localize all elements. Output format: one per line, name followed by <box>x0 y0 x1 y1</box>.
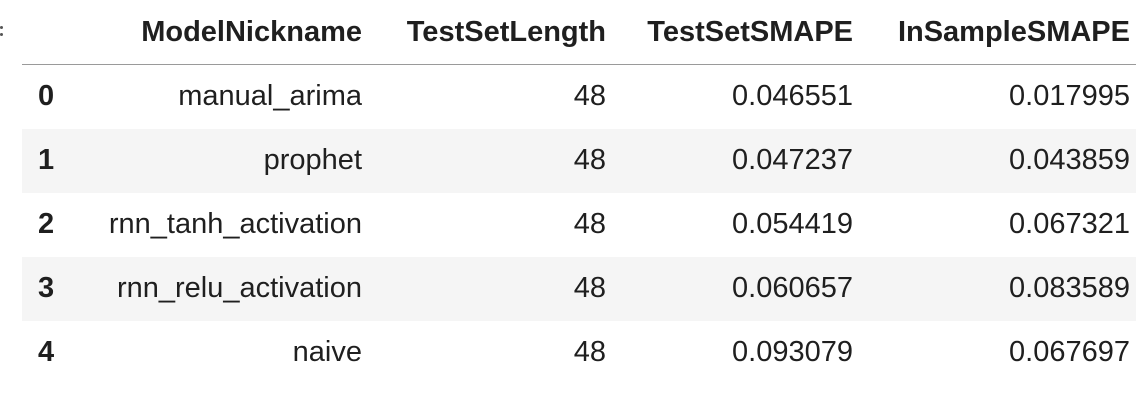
row-index: 3 <box>38 272 55 304</box>
cell-test-set-length: 48 <box>573 336 606 368</box>
table-row: 4 naive 48 0.093079 0.067697 <box>22 320 1136 385</box>
table-body: 0 manual_arima 48 0.046551 0.017995 1 pr… <box>22 64 1136 385</box>
cell-test-set-length: 48 <box>573 144 606 176</box>
table-row: 2 rnn_tanh_activation 48 0.054419 0.0673… <box>22 192 1136 257</box>
cell-model-nickname: rnn_tanh_activation <box>108 208 362 240</box>
cell-test-set-smape: 0.047237 <box>732 144 853 176</box>
cell-test-set-length: 48 <box>573 272 606 304</box>
cell-model-nickname: rnn_relu_activation <box>116 272 362 304</box>
table-header: ModelNickname TestSetLength TestSetSMAPE… <box>22 0 1136 65</box>
header-index <box>22 0 78 65</box>
cell-in-sample-smape: 0.067321 <box>1009 208 1130 240</box>
header-test-set-length: TestSetLength <box>368 0 612 65</box>
row-index: 0 <box>38 80 55 113</box>
table-row: 3 rnn_relu_activation 48 0.060657 0.0835… <box>22 256 1136 321</box>
header-in-sample-smape: InSampleSMAPE <box>859 0 1136 65</box>
cell-model-nickname: manual_arima <box>178 80 362 113</box>
output-gutter-icon <box>0 22 4 42</box>
cell-test-set-smape: 0.054419 <box>732 208 853 240</box>
cell-test-set-length: 48 <box>573 80 606 113</box>
cell-test-set-length: 48 <box>573 208 606 240</box>
cell-in-sample-smape: 0.017995 <box>1009 80 1130 113</box>
header-row: ModelNickname TestSetLength TestSetSMAPE… <box>22 0 1136 65</box>
table-row: 1 prophet 48 0.047237 0.043859 <box>22 128 1136 193</box>
cell-test-set-smape: 0.093079 <box>732 336 853 368</box>
table-row: 0 manual_arima 48 0.046551 0.017995 <box>22 64 1136 129</box>
cell-in-sample-smape: 0.043859 <box>1009 144 1130 176</box>
dataframe-table: ModelNickname TestSetLength TestSetSMAPE… <box>22 0 1136 385</box>
row-index: 4 <box>38 336 55 368</box>
row-index: 1 <box>38 144 55 176</box>
header-test-set-smape: TestSetSMAPE <box>612 0 859 65</box>
cell-in-sample-smape: 0.067697 <box>1009 336 1130 368</box>
row-index: 2 <box>38 208 55 240</box>
cell-in-sample-smape: 0.083589 <box>1009 272 1130 304</box>
cell-model-nickname: naive <box>292 336 362 368</box>
cell-test-set-smape: 0.060657 <box>732 272 853 304</box>
header-model-nickname: ModelNickname <box>78 0 368 65</box>
cell-model-nickname: prophet <box>263 144 362 176</box>
cell-test-set-smape: 0.046551 <box>732 80 853 113</box>
